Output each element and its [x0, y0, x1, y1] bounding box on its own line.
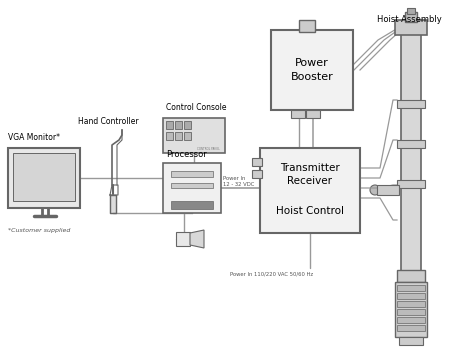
Text: Control Console: Control Console — [166, 103, 227, 112]
Text: CONTROL PANEL: CONTROL PANEL — [197, 147, 220, 151]
Text: *Customer supplied: *Customer supplied — [8, 228, 71, 233]
Text: Hoist Assembly: Hoist Assembly — [377, 15, 442, 24]
Bar — [163, 163, 221, 213]
Text: Hoist Control: Hoist Control — [276, 206, 344, 216]
Bar — [171, 183, 213, 188]
Bar — [260, 148, 360, 233]
Bar — [175, 132, 182, 140]
Bar — [306, 110, 320, 118]
Bar — [184, 132, 191, 140]
Circle shape — [370, 185, 380, 195]
Bar — [397, 301, 425, 307]
Bar — [291, 110, 305, 118]
Bar — [166, 121, 173, 129]
Bar — [397, 309, 425, 315]
Bar — [395, 20, 427, 35]
Text: Processor: Processor — [166, 150, 207, 159]
Bar — [299, 20, 315, 32]
Bar — [397, 285, 425, 291]
Bar — [271, 30, 353, 110]
Text: Power
Booster: Power Booster — [291, 58, 333, 82]
Bar — [171, 201, 213, 209]
Bar — [397, 317, 425, 323]
Polygon shape — [190, 230, 204, 248]
Circle shape — [213, 121, 223, 131]
Text: Transmitter: Transmitter — [280, 163, 340, 173]
Bar — [405, 12, 417, 22]
Bar — [13, 153, 75, 201]
Bar — [397, 180, 425, 188]
Bar — [175, 121, 182, 129]
Text: Receiver: Receiver — [288, 176, 333, 186]
Text: Hand Controller: Hand Controller — [78, 117, 139, 126]
Text: Power In
12 - 32 VDC: Power In 12 - 32 VDC — [223, 176, 254, 187]
Text: Power In 110/220 VAC 50/60 Hz: Power In 110/220 VAC 50/60 Hz — [230, 271, 313, 276]
Bar — [399, 337, 423, 345]
Bar — [401, 25, 421, 280]
Bar — [171, 171, 213, 177]
Bar — [377, 185, 399, 195]
Bar — [252, 158, 262, 166]
Bar — [163, 118, 225, 153]
Bar — [397, 140, 425, 148]
Bar — [397, 270, 425, 282]
Bar — [176, 232, 190, 246]
Bar — [395, 282, 427, 337]
Bar — [397, 325, 425, 331]
Bar — [397, 100, 425, 108]
Bar — [184, 121, 191, 129]
Bar — [397, 293, 425, 299]
Bar — [407, 8, 415, 14]
Bar — [8, 148, 80, 208]
Bar — [166, 132, 173, 140]
Polygon shape — [110, 195, 116, 213]
Bar — [252, 170, 262, 178]
Text: VGA Monitor*: VGA Monitor* — [8, 133, 60, 142]
